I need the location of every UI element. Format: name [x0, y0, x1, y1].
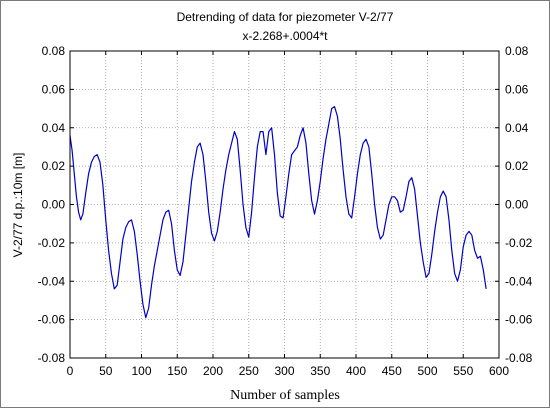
- x-tick-label: 150: [167, 364, 187, 378]
- x-tick-label: 400: [346, 364, 366, 378]
- x-tick-label: 0: [67, 364, 74, 378]
- x-axis-label: Number of samples: [230, 388, 340, 403]
- y-tick-label-right: -0.06: [505, 313, 533, 327]
- y-tick-label-right: 0.04: [505, 121, 529, 135]
- y-tick-labels-right: -0.08 -0.06 -0.04 -0.02 0.00 0.02 0.04 0.06 0.08: [505, 44, 533, 365]
- x-tick-label: 350: [310, 364, 330, 378]
- x-tick-label: 300: [274, 364, 294, 378]
- y-tick-label-right: -0.04: [505, 274, 533, 288]
- y-tick-label-right: -0.02: [505, 236, 533, 250]
- x-tick-labels: 0 50 100 150 200 250 300 350 400 450 500 550 600: [67, 364, 510, 378]
- y-tick-label-right: 0.00: [505, 198, 529, 212]
- x-tick-label: 500: [417, 364, 437, 378]
- x-tick-label: 200: [203, 364, 223, 378]
- y-tick-label-right: -0.08: [505, 351, 533, 365]
- y-tick-label-left: 0.02: [42, 159, 66, 173]
- chart-title: Detrending of data for piezometer V-2/77: [177, 10, 394, 24]
- chart-subtitle: x-2.268+.0004*t: [242, 29, 328, 43]
- x-tick-label: 450: [382, 364, 402, 378]
- x-tick-label: 550: [453, 364, 473, 378]
- y-tick-label-left: -0.06: [38, 313, 66, 327]
- y-tick-label-right: 0.06: [505, 82, 529, 96]
- y-tick-label-right: 0.08: [505, 44, 529, 58]
- y-tick-label-left: -0.02: [38, 236, 66, 250]
- x-tick-label: 600: [489, 364, 509, 378]
- y-tick-label-left: 0.00: [42, 198, 66, 212]
- y-tick-label-left: -0.04: [38, 274, 66, 288]
- y-tick-labels-left: -0.08 -0.06 -0.04 -0.02 0.00 0.02 0.04 0.06 0.08: [38, 44, 66, 365]
- grid-lines: [70, 51, 499, 358]
- y-tick-label-right: 0.02: [505, 159, 529, 173]
- x-tick-label: 250: [239, 364, 259, 378]
- x-tick-label: 50: [99, 364, 113, 378]
- x-tick-label: 100: [131, 364, 151, 378]
- y-tick-label-left: -0.08: [38, 351, 66, 365]
- plot-area-border: [69, 50, 500, 359]
- y-axis-label: V-2/77 d.p.:10m [m]: [11, 153, 25, 258]
- series-line: [69, 106, 487, 319]
- y-tick-label-left: 0.06: [42, 82, 66, 96]
- y-tick-label-left: 0.08: [42, 44, 66, 58]
- y-tick-label-left: 0.04: [42, 121, 66, 135]
